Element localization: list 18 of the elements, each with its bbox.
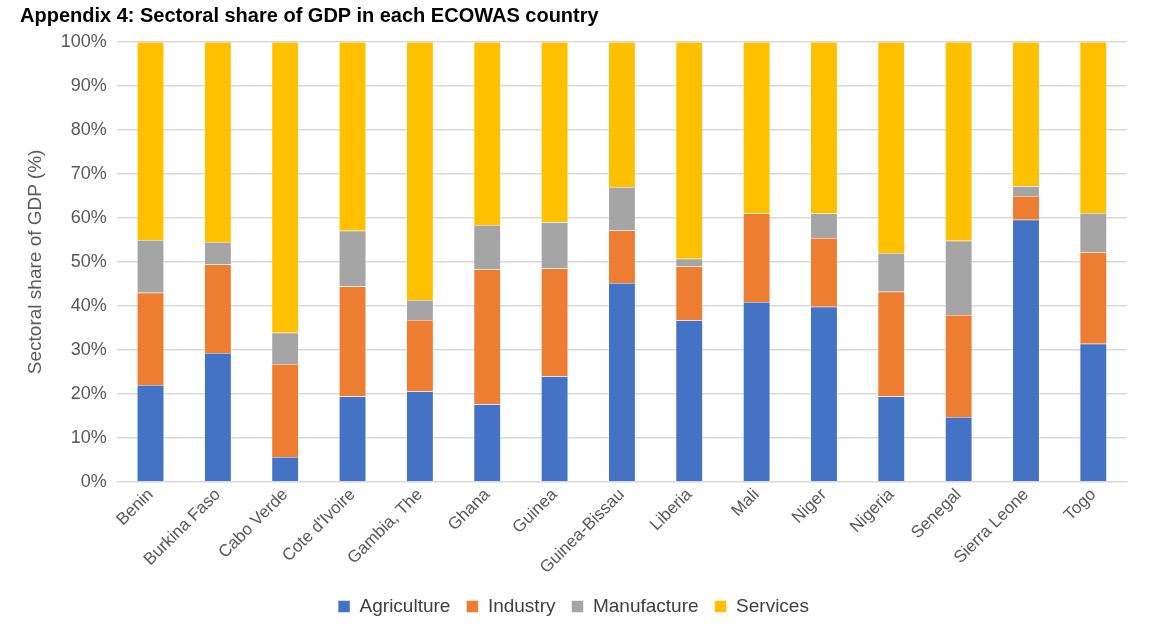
- y-tick-label: 90%: [70, 74, 107, 95]
- legend-label: Industry: [487, 594, 556, 616]
- y-tick-label: 70%: [70, 162, 107, 183]
- chart-title: Appendix 4: Sectoral share of GDP in each ECOWAS country: [20, 3, 600, 26]
- y-tick-label: 30%: [70, 338, 107, 359]
- y-tick-label: 10%: [70, 426, 107, 447]
- y-tick-label: 80%: [70, 118, 107, 139]
- y-tick-label: 100%: [60, 30, 107, 51]
- x-tick-label: Togo: [1059, 484, 1100, 525]
- legend-label: Manufacture: [592, 594, 699, 616]
- y-tick-label: 40%: [70, 294, 107, 315]
- y-tick-label: 0%: [80, 470, 107, 491]
- legend-label: Services: [736, 594, 809, 616]
- y-axis-title: Sectoral share of GDP (%): [23, 149, 45, 375]
- y-tick-label: 20%: [70, 382, 107, 403]
- y-tick-label: 60%: [70, 206, 107, 227]
- legend-label: Agriculture: [359, 594, 451, 616]
- y-tick-label: 50%: [70, 250, 107, 271]
